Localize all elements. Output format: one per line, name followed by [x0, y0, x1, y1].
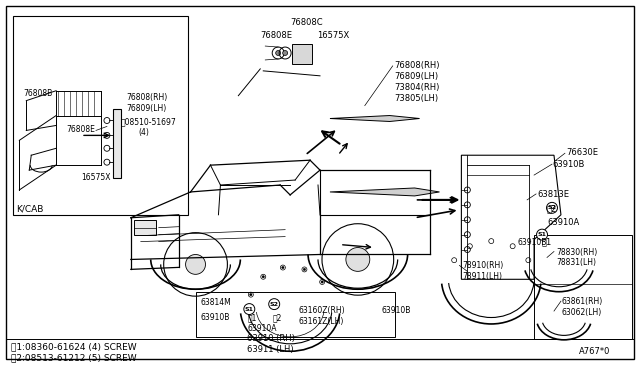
Text: 63910B: 63910B [200, 313, 230, 322]
Text: Ⓢ1: Ⓢ1 [542, 238, 552, 247]
Circle shape [536, 229, 547, 240]
Text: 63910A: 63910A [247, 324, 277, 333]
Text: S2: S2 [269, 302, 278, 307]
Text: Ⓢ2: Ⓢ2 [272, 313, 282, 322]
Text: 73804(RH): 73804(RH) [395, 83, 440, 92]
Text: 16575X: 16575X [81, 173, 111, 182]
Circle shape [262, 276, 264, 278]
Text: 16575X: 16575X [317, 31, 349, 40]
Circle shape [283, 51, 287, 55]
Text: Ⓢ08510-51697: Ⓢ08510-51697 [121, 118, 177, 126]
Text: 76808C: 76808C [290, 18, 323, 27]
Text: 63910A: 63910A [547, 218, 579, 227]
Text: 63062(LH): 63062(LH) [562, 308, 602, 317]
Bar [134, 220, 156, 235]
Text: 76809(LH): 76809(LH) [395, 72, 439, 81]
Text: 76808(RH): 76808(RH) [126, 93, 167, 102]
Text: (4): (4) [139, 128, 150, 137]
Text: Ⓢ2:08513-61212 (5) SCREW: Ⓢ2:08513-61212 (5) SCREW [12, 354, 137, 363]
Text: 78830(RH): 78830(RH) [556, 247, 597, 257]
Circle shape [303, 268, 306, 270]
Text: 63813E: 63813E [537, 190, 569, 199]
Circle shape [186, 254, 205, 274]
Circle shape [321, 281, 323, 283]
Text: K/CAB: K/CAB [17, 205, 44, 214]
Bar [113, 109, 121, 178]
Text: 63160Z(RH): 63160Z(RH) [298, 306, 345, 315]
Circle shape [250, 294, 252, 296]
Text: S1: S1 [245, 307, 254, 312]
Text: 63911 (LH): 63911 (LH) [247, 345, 294, 354]
Text: 63814M: 63814M [200, 298, 231, 307]
Polygon shape [330, 116, 420, 122]
Text: 73805(LH): 73805(LH) [395, 94, 439, 103]
Text: S1: S1 [538, 232, 547, 237]
Bar [292, 44, 312, 64]
Text: A767*0: A767*0 [579, 347, 611, 356]
Text: 63861(RH): 63861(RH) [562, 297, 603, 306]
Circle shape [244, 304, 255, 315]
Bar [13, 16, 188, 215]
Text: Ⓢ1: Ⓢ1 [247, 313, 257, 322]
Text: 78911(LH): 78911(LH) [462, 272, 502, 281]
Text: 78831(LH): 78831(LH) [556, 259, 596, 267]
Text: 76808B: 76808B [23, 89, 52, 98]
Text: 63910 (RH): 63910 (RH) [247, 334, 295, 343]
Polygon shape [330, 188, 440, 196]
Text: 76808(RH): 76808(RH) [395, 61, 440, 70]
Circle shape [547, 202, 557, 213]
Text: 63161Z(LH): 63161Z(LH) [298, 317, 344, 326]
Text: Ⓢ1:08360-61624 (4) SCREW: Ⓢ1:08360-61624 (4) SCREW [12, 343, 137, 352]
Text: 76809(LH): 76809(LH) [126, 104, 166, 113]
Text: 76808E: 76808E [66, 125, 95, 134]
Text: S2: S2 [547, 205, 557, 210]
Text: 76630E: 76630E [566, 148, 598, 157]
Bar [196, 292, 395, 337]
Text: 63910B: 63910B [381, 306, 411, 315]
Circle shape [346, 247, 370, 271]
Bar [534, 235, 632, 339]
Text: 78910(RH): 78910(RH) [462, 262, 504, 270]
Circle shape [269, 299, 280, 310]
Text: 63910B: 63910B [552, 160, 584, 169]
Text: 76808E: 76808E [260, 31, 292, 40]
Text: 63910B: 63910B [517, 238, 547, 247]
Circle shape [282, 266, 284, 269]
Text: Ⓢ2: Ⓢ2 [547, 205, 557, 214]
Circle shape [276, 51, 281, 55]
